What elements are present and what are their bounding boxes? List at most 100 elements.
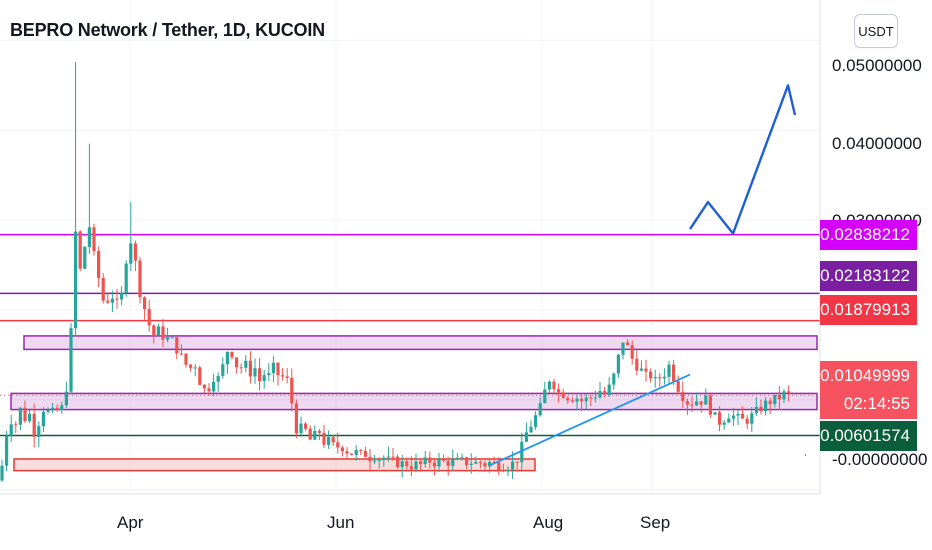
candle-body: [363, 450, 367, 457]
candle-body: [345, 451, 349, 454]
candle-body: [51, 407, 55, 411]
candle-body: [488, 461, 492, 467]
candle-body: [179, 353, 183, 355]
candle-body: [552, 381, 556, 390]
candle-body: [736, 413, 740, 416]
candle-body: [511, 461, 515, 470]
candle-body: [299, 423, 303, 434]
x-tick-label: Sep: [640, 513, 671, 532]
price-badge: 0.00601574: [820, 421, 917, 451]
candle-body: [124, 263, 128, 293]
candle-body: [152, 325, 156, 335]
candle-body: [294, 403, 298, 434]
candle-body: [506, 469, 510, 472]
candle-body: [377, 460, 381, 462]
y-tick-label: -0.00000000: [832, 450, 928, 469]
candle-body: [281, 375, 285, 377]
candle-body: [589, 397, 593, 399]
candle-body: [713, 412, 717, 415]
candle-body: [621, 342, 625, 355]
candle-body: [603, 391, 607, 395]
chart-title: BEPRO Network / Tether, 1D, KUCOIN: [10, 20, 325, 40]
candle-body: [547, 381, 551, 390]
candle-body: [777, 394, 781, 400]
candle-body: [414, 461, 418, 470]
candle-body: [396, 456, 400, 468]
currency-button[interactable]: USDT: [854, 14, 898, 48]
candle-body: [225, 351, 229, 365]
x-tick-label: Apr: [117, 513, 144, 532]
candle-body: [718, 412, 722, 425]
price-badge: 0.02838212: [820, 220, 917, 250]
candle-body: [133, 243, 137, 261]
candle-body: [166, 337, 170, 340]
candle-body: [69, 328, 73, 392]
candle-body: [253, 368, 257, 377]
candle-body: [465, 457, 469, 466]
candle-body: [534, 415, 538, 427]
candle-body: [0, 465, 4, 481]
candle-body: [41, 411, 45, 427]
candle-body: [120, 292, 124, 300]
candle-body: [382, 457, 386, 461]
candle-body: [74, 231, 78, 329]
candle-body: [331, 436, 335, 443]
candle-body: [313, 430, 317, 440]
candle-body: [515, 461, 519, 463]
candle-body: [676, 381, 680, 392]
candle-body: [704, 395, 708, 405]
candle-body: [409, 466, 413, 470]
candle-body: [575, 398, 579, 402]
candle-body: [101, 277, 105, 301]
candle-body: [5, 435, 9, 466]
candle-body: [690, 404, 694, 406]
candle-body: [667, 364, 671, 377]
candle-body: [156, 326, 160, 335]
candle-body: [290, 377, 294, 404]
candle-body: [432, 462, 436, 467]
candle-body: [110, 298, 114, 303]
candle-body: [561, 392, 565, 398]
price-badge: 0.02183122: [820, 261, 917, 291]
candle-body: [524, 432, 528, 442]
candle-body: [115, 298, 119, 300]
candle-body: [18, 407, 22, 425]
candle-body: [138, 260, 142, 298]
candle-body: [584, 397, 588, 402]
candle-body: [285, 376, 289, 378]
candle-body: [386, 456, 390, 458]
candle-body: [653, 377, 657, 379]
candle-body: [189, 364, 193, 368]
candle-body: [161, 326, 165, 340]
candle-body: [9, 424, 13, 436]
levels-layer: [0, 233, 820, 456]
candle-body: [593, 397, 597, 399]
candle-body: [23, 407, 27, 422]
candle-body: [198, 367, 202, 385]
candle-body: [170, 337, 174, 339]
candle-body: [276, 362, 280, 376]
candle-body: [630, 345, 634, 359]
candle-body: [216, 375, 220, 382]
grid-layer: [0, 0, 820, 494]
y-tick-label: 0.04000000: [832, 134, 922, 153]
candle-body: [212, 381, 216, 392]
zones-layer: [10, 335, 818, 472]
zone-box: [13, 458, 536, 472]
candle-body: [639, 368, 643, 371]
candle-body: [143, 297, 147, 310]
candle-body: [759, 406, 763, 412]
candle-body: [419, 461, 423, 465]
candle-body: [685, 401, 689, 405]
candle-body: [235, 357, 239, 368]
candle-body: [782, 391, 786, 400]
candle-body: [87, 227, 91, 247]
candle-body: [336, 442, 340, 448]
candle-body: [754, 406, 758, 414]
candle-body: [258, 368, 262, 382]
candle-body: [658, 377, 662, 379]
candle-body: [497, 462, 501, 471]
candle-body: [60, 405, 64, 411]
